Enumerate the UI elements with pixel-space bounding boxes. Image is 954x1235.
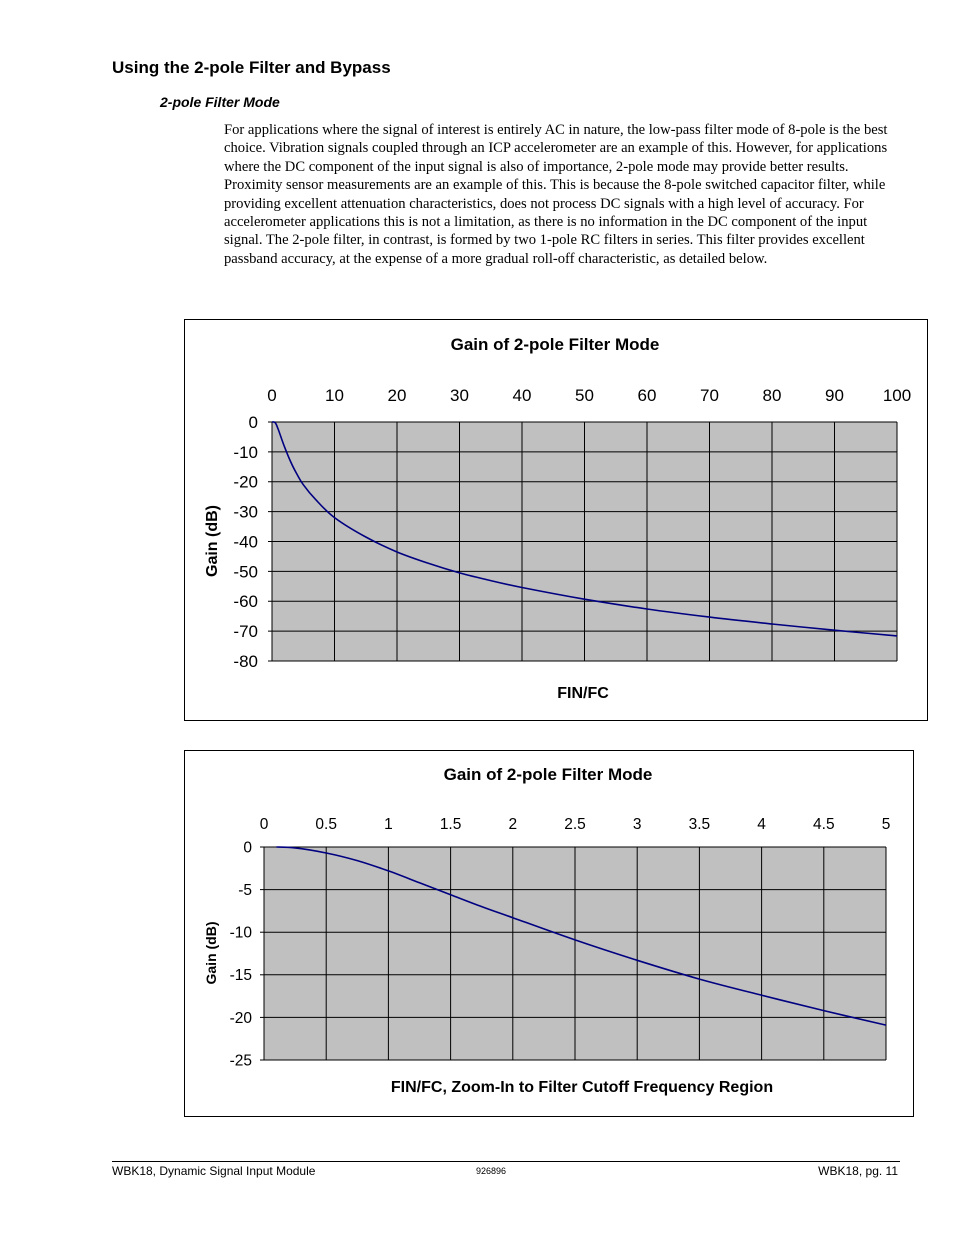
chart1-y-tick-label: -10 [233,443,258,462]
chart1-series-line-0 [271,421,898,637]
gain-chart-full-range: Gain of 2-pole Filter Mode 0 10 20 30 40 50 60 7… [184,319,928,721]
chart2-x-tick-label: 0.5 [315,816,337,833]
chart1-x-tick-label: 40 [513,386,532,405]
section-heading: Using the 2-pole Filter and Bypass [112,58,391,77]
chart1-y-tick-label: -40 [233,532,258,551]
gain-chart-zoom-svg: Gain of 2-pole Filter Mode 0 0.5 1 1.5 2 2.5 3 3… [203,765,891,1096]
gain-chart-zoom: Gain of 2-pole Filter Mode 0 0.5 1 1.5 2 2.5 3 3… [184,750,914,1117]
chart1-y-tick-label: -70 [233,622,258,641]
chart2-x-tick-label: 4.5 [813,816,835,833]
chart1-y-tick-label: -20 [233,473,258,492]
footer-right: WBK18, pg. 11 [818,1164,898,1178]
chart2-y-tick-label: 0 [243,839,252,856]
chart2-x-tick-label: 1 [384,816,393,833]
chart2-y-tick-label: -10 [230,925,253,942]
sub-heading: 2-pole Filter Mode [160,94,280,110]
chart2-x-label: FIN/FC, Zoom-In to Filter Cutoff Frequen… [391,1079,773,1096]
chart2-y-tick-label: -20 [230,1010,253,1027]
chart1-x-tick-label: 90 [825,386,844,405]
chart1-title: Gain of 2-pole Filter Mode [451,335,660,354]
chart1-y-tick-label: -60 [233,592,258,611]
chart1-y-tick-label: -50 [233,562,258,581]
chart1-x-tick-label: 20 [388,386,407,405]
chart1-x-tick-label: 70 [700,386,719,405]
footer-left: WBK18, Dynamic Signal Input Module [112,1164,316,1178]
chart1-y-tick-label: -30 [233,503,258,522]
chart2-x-tick-label: 2 [508,816,517,833]
chart2-x-tick-label: 3.5 [689,816,711,833]
chart1-x-tick-label: 50 [575,386,594,405]
chart1-x-tick-label: 30 [450,386,469,405]
gain-chart-full-range-svg: Gain of 2-pole Filter Mode 0 10 20 30 40 50 60 7… [204,335,911,702]
body-paragraph: For applications where the signal of int… [224,122,888,267]
chart1-x-tick-label: 10 [325,386,344,405]
chart1-y-tick-label: -80 [233,652,258,671]
chart2-x-tick-label: 4 [757,816,766,833]
chart1-y-tick-label: 0 [249,413,258,432]
chart2-y-label: Gain (dB) [203,922,219,985]
chart2-x-tick-label: 2.5 [564,816,586,833]
chart2-x-tick-label: 0 [260,816,269,833]
chart1-x-tick-label: 80 [763,386,782,405]
footer-center: 926896 [476,1166,507,1176]
chart2-series-line-0 [276,846,887,1026]
chart2-y-tick-label: -25 [230,1052,252,1069]
chart1-x-tick-label: 60 [638,386,657,405]
chart2-x-tick-label: 5 [882,816,891,833]
footer-rule [112,1161,900,1162]
chart2-y-tick-label: -5 [238,882,252,899]
chart1-x-label: FIN/FC [557,685,609,702]
chart2-x-tick-label: 1.5 [440,816,462,833]
chart2-y-tick-label: -15 [230,967,252,984]
chart1-y-label: Gain (dB) [204,505,221,577]
chart2-title: Gain of 2-pole Filter Mode [444,765,653,784]
chart1-x-tick-label: 0 [267,386,276,405]
chart2-x-tick-label: 3 [633,816,642,833]
chart1-x-tick-label: 100 [883,386,911,405]
